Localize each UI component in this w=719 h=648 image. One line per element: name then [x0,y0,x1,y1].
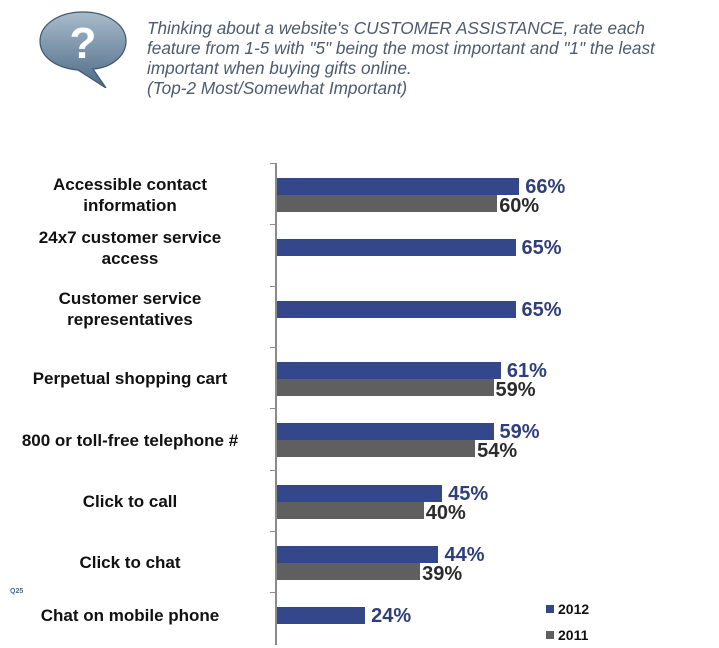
category-label-line: 800 or toll-free telephone # [21,431,239,450]
category-label-line: Click to call [82,492,178,511]
bar-2012 [277,361,501,379]
category-label-line: information [83,196,177,215]
axis-tick [270,470,276,471]
value-label-2011: 60% [499,195,540,217]
bar-2012 [277,607,366,625]
value-label-2011: 39% [422,562,463,585]
category-label-line: Perpetual shopping cart [32,369,228,388]
axis-tick [270,347,276,348]
value-label-2012: 59% [499,421,540,444]
category-label: Chat on mobile phone [0,605,260,626]
legend: 2012 2011 [546,596,589,648]
bar-2011 [277,562,421,580]
category-label: Click to call [0,491,260,512]
value-label-2012: 65% [521,237,562,260]
legend-label: 2011 [558,627,589,643]
category-label-line: representatives [67,310,193,329]
category-label-line: Customer service [58,289,202,308]
axis-tick [270,286,276,287]
category-label: Perpetual shopping cart [0,368,260,389]
bar-2011 [277,195,498,212]
category-label: Accessible contact information [0,174,260,216]
axis-tick [270,224,276,225]
bar-2011 [277,378,494,396]
bar-2011 [277,501,424,519]
value-label-2012: 24% [371,605,412,628]
value-label-2011: 59% [495,378,536,401]
category-label-line: Chat on mobile phone [40,606,220,625]
question-line: (Top-2 Most/Somewhat Important) [147,78,408,98]
value-label-2012: 65% [521,298,562,321]
value-label-2012: 66% [525,176,566,198]
question-text: Thinking about a website's CUSTOMER ASSI… [147,18,712,98]
bar-2012 [277,239,516,257]
category-label-line: access [101,249,159,268]
value-label-2012: 45% [448,482,489,505]
category-label: Click to chat [0,552,260,573]
bar-2011 [277,440,476,458]
svg-text:?: ? [70,19,97,68]
question-bubble-icon: ? [39,11,127,88]
legend-swatch-2012 [546,605,554,613]
value-label-2012: 44% [444,543,485,566]
bar-2012 [277,423,494,441]
axis-tick [270,592,276,593]
category-label: 24x7 customer service access [0,227,260,269]
axis-tick [270,531,276,532]
category-label-line: 24x7 customer service [38,228,222,247]
category-label: Customer service representatives [0,288,260,330]
question-line: feature from 1-5 with "5" being the most… [147,38,655,58]
axis-tick [270,408,276,409]
bar-2012 [277,545,439,563]
value-label-2011: 54% [477,440,518,463]
question-line: important when buying gifts online. [147,58,412,78]
legend-item-2012: 2012 [546,596,589,622]
legend-label: 2012 [558,601,590,617]
bar-2012 [277,300,516,318]
category-label: 800 or toll-free telephone # [0,430,260,451]
legend-swatch-2011 [546,631,554,639]
footnote: Q25 [10,588,24,595]
bar-2012 [277,178,520,195]
category-label-line: Accessible contact [52,175,207,194]
axis-tick [270,163,276,164]
legend-item-2011: 2011 [546,622,589,648]
question-line: Thinking about a website's CUSTOMER ASSI… [147,18,645,38]
value-label-2012: 61% [506,359,547,382]
bar-2012 [277,484,443,502]
category-label-line: Click to chat [79,553,181,572]
value-label-2011: 40% [425,501,466,524]
y-axis-line [275,163,277,645]
